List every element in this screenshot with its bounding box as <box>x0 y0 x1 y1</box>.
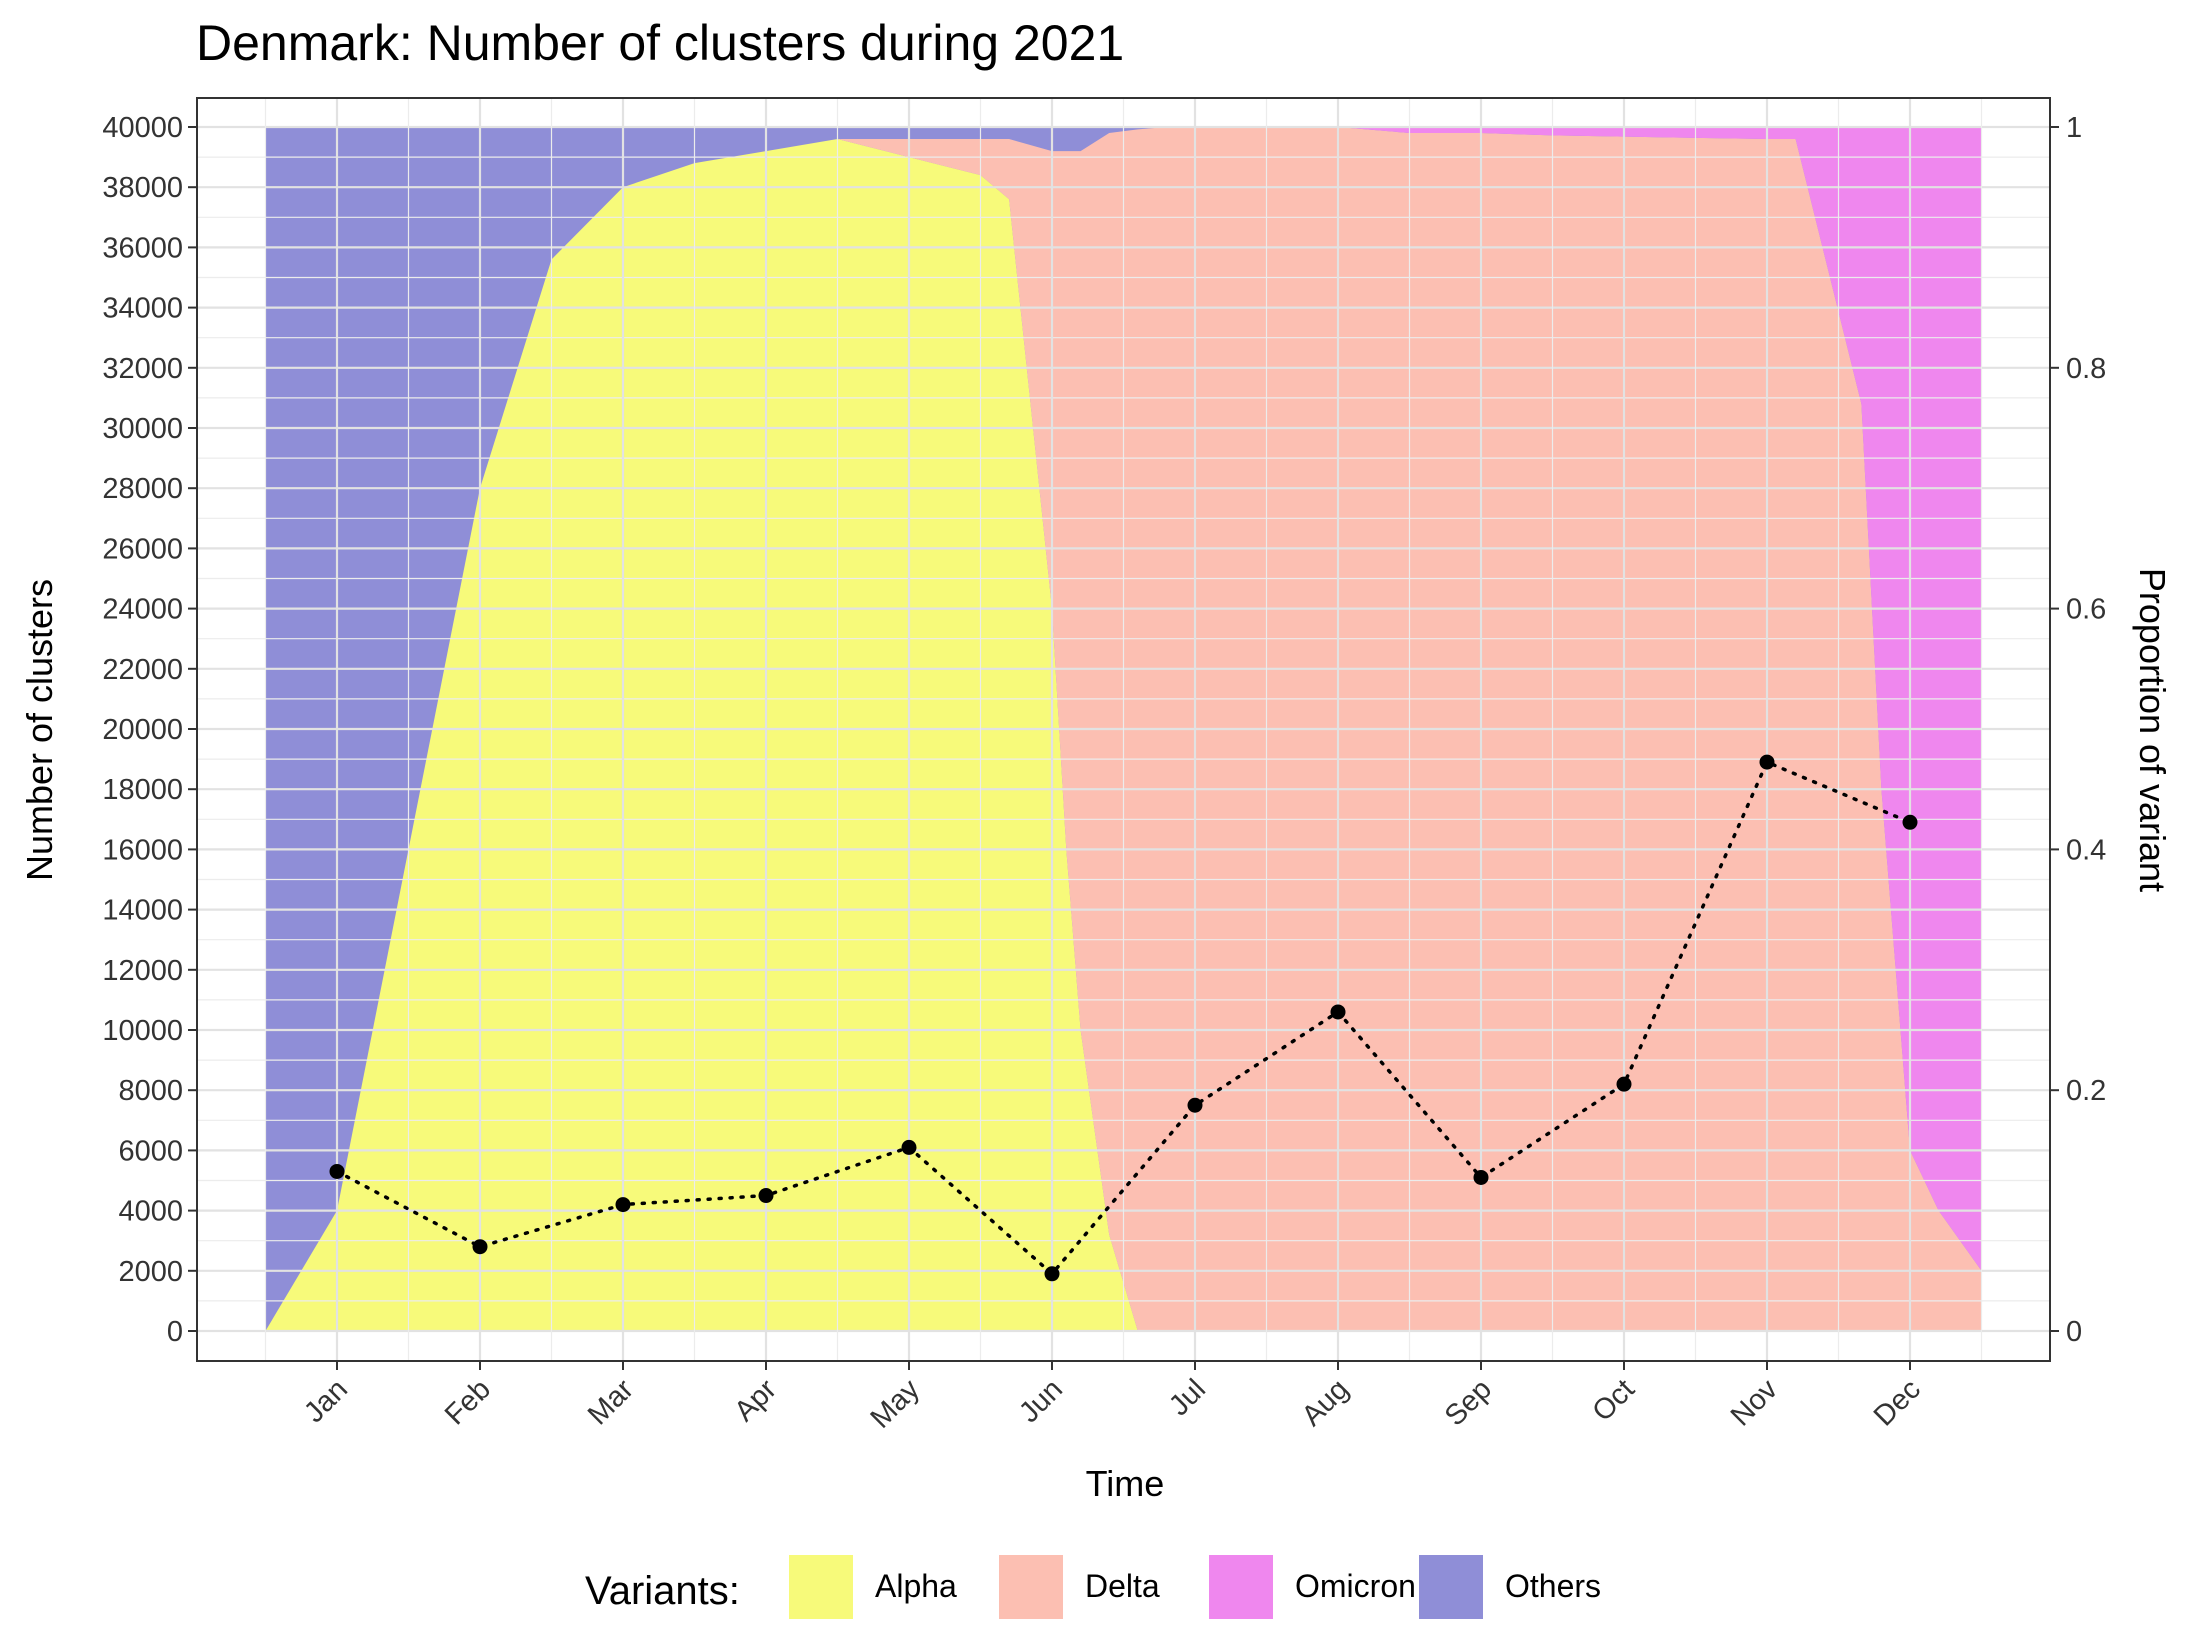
y-tick-label: 10000 <box>102 1015 183 1047</box>
x-tick-label-dec: Dec <box>1868 1373 1927 1432</box>
x-tick-label-may: May <box>865 1373 927 1435</box>
x-tick-label-nov: Nov <box>1725 1373 1784 1432</box>
x-tick-label-jun: Jun <box>1013 1373 1069 1429</box>
legend-key-others <box>1419 1555 1483 1619</box>
legend-key-alpha <box>789 1555 853 1619</box>
legend-title: Variants: <box>585 1569 740 1613</box>
x-tick-label-feb: Feb <box>439 1373 497 1431</box>
plot-area: 0 2000 4000 6000 8000 10000 12000 14000 16000 180… <box>102 97 2106 1435</box>
x-tick-label-jul: Jul <box>1163 1373 1212 1422</box>
x-tick-label-sep: Sep <box>1439 1373 1498 1432</box>
legend-label-alpha: Alpha <box>875 1568 957 1604</box>
legend-key-delta <box>999 1555 1063 1619</box>
clusters-point-jan <box>329 1163 345 1179</box>
clusters-point-sep <box>1473 1169 1489 1185</box>
y-tick-label: 2000 <box>118 1256 183 1288</box>
legend-label-omicron: Omicron <box>1295 1568 1416 1604</box>
chart-title: Denmark: Number of clusters during 2021 <box>196 15 1124 71</box>
y2-tick-label: 0.6 <box>2066 594 2106 626</box>
clusters-point-jul <box>1187 1097 1203 1113</box>
clusters-point-dec <box>1902 814 1918 830</box>
clusters-point-apr <box>758 1188 774 1204</box>
y-tick-label: 38000 <box>102 172 183 204</box>
clusters-point-aug <box>1330 1004 1346 1020</box>
y2-tick-label: 0 <box>2066 1316 2082 1348</box>
y-tick-label: 30000 <box>102 413 183 445</box>
clusters-point-nov <box>1759 754 1775 770</box>
y-tick-label: 26000 <box>102 533 183 565</box>
legend-key-omicron <box>1209 1555 1273 1619</box>
clusters-line <box>335 759 1912 1277</box>
clusters-point-jun <box>1044 1266 1060 1282</box>
y-tick-label: 34000 <box>102 293 183 325</box>
x-tick-label-apr: Apr <box>728 1373 783 1428</box>
clusters-point-feb <box>472 1239 488 1255</box>
clusters-point-mar <box>615 1197 631 1213</box>
y-tick-label: 14000 <box>102 895 183 927</box>
y-tick-label: 18000 <box>102 774 183 806</box>
y-tick-label: 28000 <box>102 473 183 505</box>
y2-tick-label: 0.2 <box>2066 1075 2106 1107</box>
y2-tick-label: 1 <box>2066 112 2082 144</box>
y-tick-label: 20000 <box>102 714 183 746</box>
y-tick-label: 22000 <box>102 654 183 686</box>
legend: Variants: Alpha Delta Omicron Others <box>585 1555 1601 1619</box>
y-tick-label: 8000 <box>118 1075 183 1107</box>
clusters-point-may <box>901 1139 917 1155</box>
y-tick-label: 40000 <box>102 112 183 144</box>
x-tick-label-mar: Mar <box>582 1373 640 1431</box>
y-axis-title: Number of clusters <box>19 579 60 881</box>
legend-label-others: Others <box>1505 1568 1601 1604</box>
y-tick-label: 32000 <box>102 353 183 385</box>
y-tick-label: 12000 <box>102 955 183 987</box>
y2-tick-label: 0.8 <box>2066 353 2106 385</box>
x-axis-title: Time <box>1086 1463 1165 1504</box>
x-tick-label-oct: Oct <box>1586 1373 1641 1428</box>
y2-tick-label: 0.4 <box>2066 834 2106 866</box>
x-tick-label-jan: Jan <box>298 1373 354 1429</box>
y-tick-label: 36000 <box>102 232 183 264</box>
y-tick-label: 16000 <box>102 834 183 866</box>
y-tick-label: 24000 <box>102 594 183 626</box>
y-tick-label: 0 <box>167 1316 183 1348</box>
y-tick-label: 6000 <box>118 1135 183 1167</box>
legend-label-delta: Delta <box>1085 1568 1160 1604</box>
clusters-point-oct <box>1616 1076 1632 1092</box>
y-tick-label: 4000 <box>118 1196 183 1228</box>
y2-axis-title: Proportion of variant <box>2132 568 2173 892</box>
x-tick-label-aug: Aug <box>1296 1373 1355 1432</box>
